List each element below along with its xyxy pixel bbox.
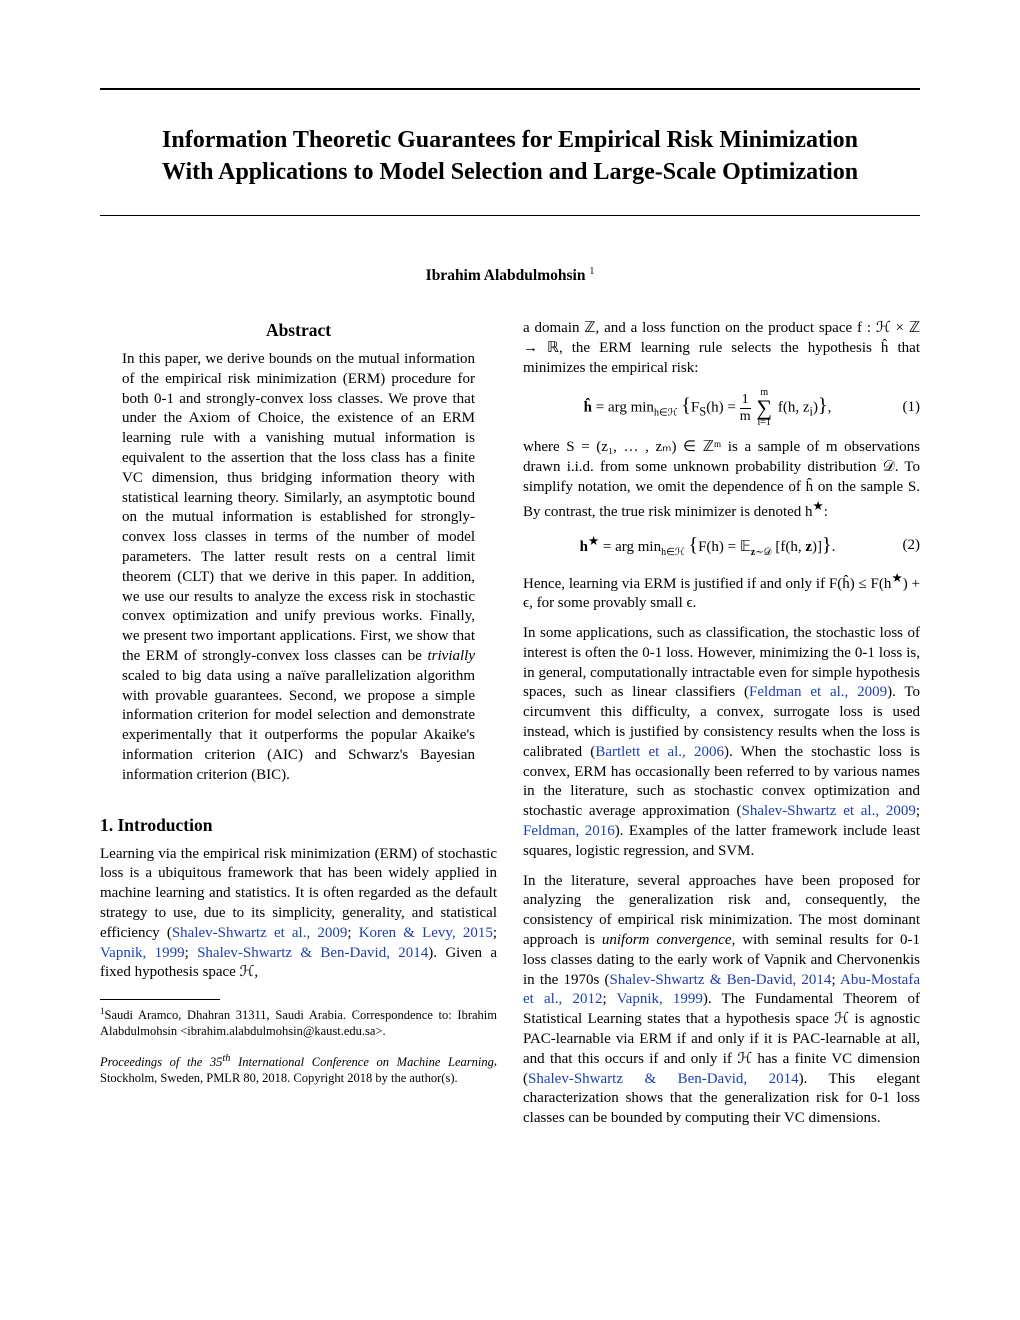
eq2-number: (2) [892,536,920,556]
title-bottom-rule [100,215,920,216]
eq1-number: (1) [892,398,920,418]
abstract-heading: Abstract [100,319,497,342]
col2-p3: Hence, learning via ERM is justified if … [523,570,920,615]
author-name: Ibrahim Alabdulmohsin [426,267,586,284]
eq1-body: ĥ = arg minh∈ℋ {FS(h) = 1m m∑i=1 f(h, zi… [523,388,892,428]
col2-p4: In some applications, such as classifica… [523,624,920,862]
right-column: a domain ℤ, and a loss function on the p… [523,319,920,1139]
cite-koren-2015[interactable]: Koren & Levy, 2015 [359,925,493,941]
abstract-body: In this paper, we derive bounds on the m… [100,350,497,786]
proc-b: International Conference on Machine Lear… [231,1055,494,1069]
cite-shalev-bd-2014-c[interactable]: Shalev-Shwartz & Ben-David, 2014 [528,1071,799,1087]
col2-p5-term: uniform convergence [602,932,732,948]
cite-shalev-2009-b[interactable]: Shalev-Shwartz et al., 2009 [741,803,915,819]
paper-title: Information Theoretic Guarantees for Emp… [100,124,920,189]
cite-shalev-bd-2014-b[interactable]: Shalev-Shwartz & Ben-David, 2014 [610,972,832,988]
title-line-1: Information Theoretic Guarantees for Emp… [162,127,858,153]
left-column: Abstract In this paper, we derive bounds… [100,319,497,1139]
sep-2: ; [493,925,497,941]
top-rule [100,88,920,90]
two-column-body: Abstract In this paper, we derive bounds… [100,319,920,1139]
col2-p2: where S = (z₁, … , zₘ) ∈ ℤᵐ is a sample … [523,438,920,522]
cite-feldman-2009[interactable]: Feldman et al., 2009 [749,684,887,700]
sep-4: ; [916,803,920,819]
sep-5: ; [831,972,840,988]
eq2-body: h★ = arg minh∈ℋ {F(h) = 𝔼z∼𝒟 [f(h, z)]}. [523,532,892,559]
proc-sup: th [222,1052,230,1063]
sep-1: ; [347,925,358,941]
title-line-2: With Applications to Model Selection and… [162,159,858,185]
proc-a: Proceedings of the [100,1055,210,1069]
proceedings-line: Proceedings of the 35th International Co… [100,1051,497,1085]
col2-p5: In the literature, several approaches ha… [523,872,920,1129]
equation-1: ĥ = arg minh∈ℋ {FS(h) = 1m m∑i=1 f(h, zi… [523,388,920,428]
cite-vapnik-1999-b[interactable]: Vapnik, 1999 [617,991,703,1007]
sep-6: ; [602,991,616,1007]
proc-num: 35 [210,1055,223,1069]
section-1-heading: 1. Introduction [100,814,497,837]
footnote-text: Saudi Aramco, Dhahran 31311, Saudi Arabi… [100,1008,497,1038]
equation-2: h★ = arg minh∈ℋ {F(h) = 𝔼z∼𝒟 [f(h, z)]}.… [523,532,920,559]
intro-paragraph-1: Learning via the empirical risk minimiza… [100,845,497,984]
cite-shalev-bd-2014[interactable]: Shalev-Shwartz & Ben-David, 2014 [197,945,428,961]
author-line: Ibrahim Alabdulmohsin 1 [100,266,920,285]
col2-p2-a: where S = (z₁, … , zₘ) ∈ ℤᵐ is a sample … [523,439,920,519]
cite-vapnik-1999[interactable]: Vapnik, 1999 [100,945,185,961]
cite-feldman-2016[interactable]: Feldman, 2016 [523,823,615,839]
col2-p3-a: Hence, learning via ERM is justified if … [523,576,891,592]
footnote-rule [100,999,220,1000]
col2-p2-b: : [824,504,828,520]
cite-bartlett-2006[interactable]: Bartlett et al., 2006 [595,744,724,760]
col2-p1: a domain ℤ, and a loss function on the p… [523,319,920,378]
author-affil-sup: 1 [589,266,594,277]
cite-shalev-2009[interactable]: Shalev-Shwartz et al., 2009 [172,925,348,941]
affiliation-footnote: 1Saudi Aramco, Dhahran 31311, Saudi Arab… [100,1006,497,1039]
sep-3: ; [185,945,198,961]
